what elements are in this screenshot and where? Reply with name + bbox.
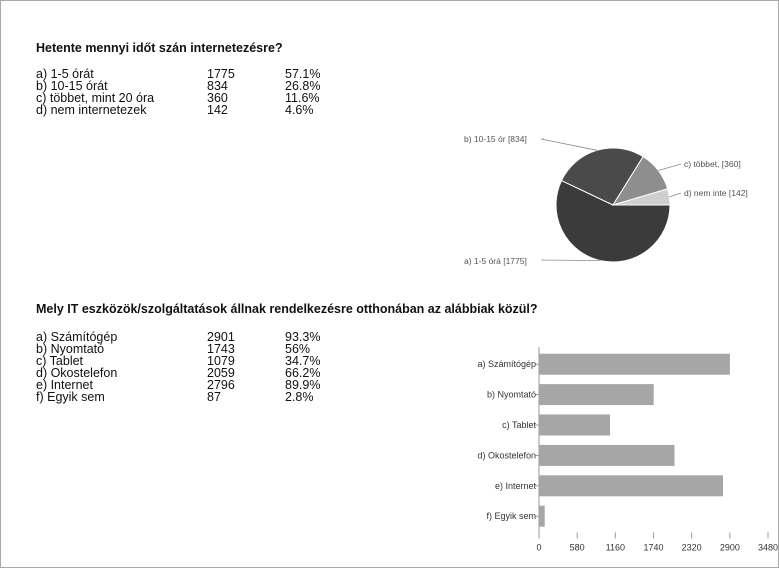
answer-percent: 34.7%: [285, 354, 321, 368]
answer-percent: 4.6%: [285, 103, 314, 117]
bar: [539, 414, 610, 436]
answer-percent: 56%: [285, 342, 311, 356]
pie-leader-line: [658, 163, 682, 171]
answer-label: f) Egyik sem: [36, 390, 105, 404]
x-tick-label: 0: [536, 542, 541, 552]
answer-count: 360: [207, 91, 228, 105]
answer-label: e) Internet: [36, 378, 93, 392]
answer-percent: 89.9%: [285, 378, 321, 392]
x-tick-label: 3480: [758, 542, 778, 552]
x-tick-label: 1160: [606, 542, 625, 552]
bar: [539, 505, 545, 527]
answer-count: 834: [207, 79, 228, 93]
answer-label: b) 10-15 órát: [36, 79, 108, 93]
category-label: e) Internet: [495, 481, 537, 491]
answer-label: a) Számítógép: [36, 330, 118, 344]
x-tick-label: 580: [570, 542, 585, 552]
pie-leader-line: [540, 138, 598, 151]
category-label: a) Számítógép: [477, 359, 536, 369]
bar: [539, 353, 730, 375]
bar: [539, 444, 675, 466]
answer-label: b) Nyomtató: [36, 342, 105, 356]
question-1-title: Hetente mennyi időt szán internetezésre?: [36, 41, 283, 55]
bar: [539, 384, 654, 406]
category-label: b) Nyomtató: [487, 390, 536, 400]
answer-percent: 93.3%: [285, 330, 321, 344]
answer-label: d) nem internetezek: [36, 103, 147, 117]
answer-percent: 66.2%: [285, 366, 321, 380]
question-2-title: Mely IT eszközök/szolgáltatások állnak r…: [36, 302, 538, 316]
answer-label: c) többet, mint 20 óra: [36, 91, 155, 105]
answer-count: 87: [207, 390, 221, 404]
answer-count: 1079: [207, 354, 235, 368]
pie-slice-label: b) 10-15 ór [834]: [464, 134, 527, 144]
answer-count: 2796: [207, 378, 235, 392]
x-tick-label: 2900: [720, 542, 740, 552]
answer-label: a) 1-5 órát: [36, 67, 94, 81]
category-label: c) Tablet: [502, 420, 536, 430]
pie-slice-label: d) nem inte [142]: [684, 188, 748, 198]
answer-label: d) Okostelefon: [36, 366, 118, 380]
pie-slice-label: a) 1-5 órá [1775]: [464, 256, 527, 266]
pie-slice-label: c) többet, [360]: [684, 159, 741, 169]
answer-count: 1743: [207, 342, 235, 356]
category-label: f) Egyik sem: [486, 511, 536, 521]
answer-count: 1775: [207, 67, 235, 81]
bar: [539, 475, 723, 497]
pie-leader-line: [669, 192, 682, 198]
answer-label: c) Tablet: [36, 354, 84, 368]
answer-percent: 11.6%: [285, 91, 320, 105]
pie-leader-line: [540, 259, 601, 261]
answer-count: 142: [207, 103, 228, 117]
answer-percent: 26.8%: [285, 79, 321, 93]
answer-count: 2059: [207, 366, 235, 380]
x-tick-label: 1740: [643, 542, 663, 552]
answer-percent: 57.1%: [285, 67, 321, 81]
x-tick-label: 2320: [682, 542, 702, 552]
answer-count: 2901: [207, 330, 235, 344]
category-label: d) Okostelefon: [477, 450, 536, 460]
answer-percent: 2.8%: [285, 390, 314, 404]
